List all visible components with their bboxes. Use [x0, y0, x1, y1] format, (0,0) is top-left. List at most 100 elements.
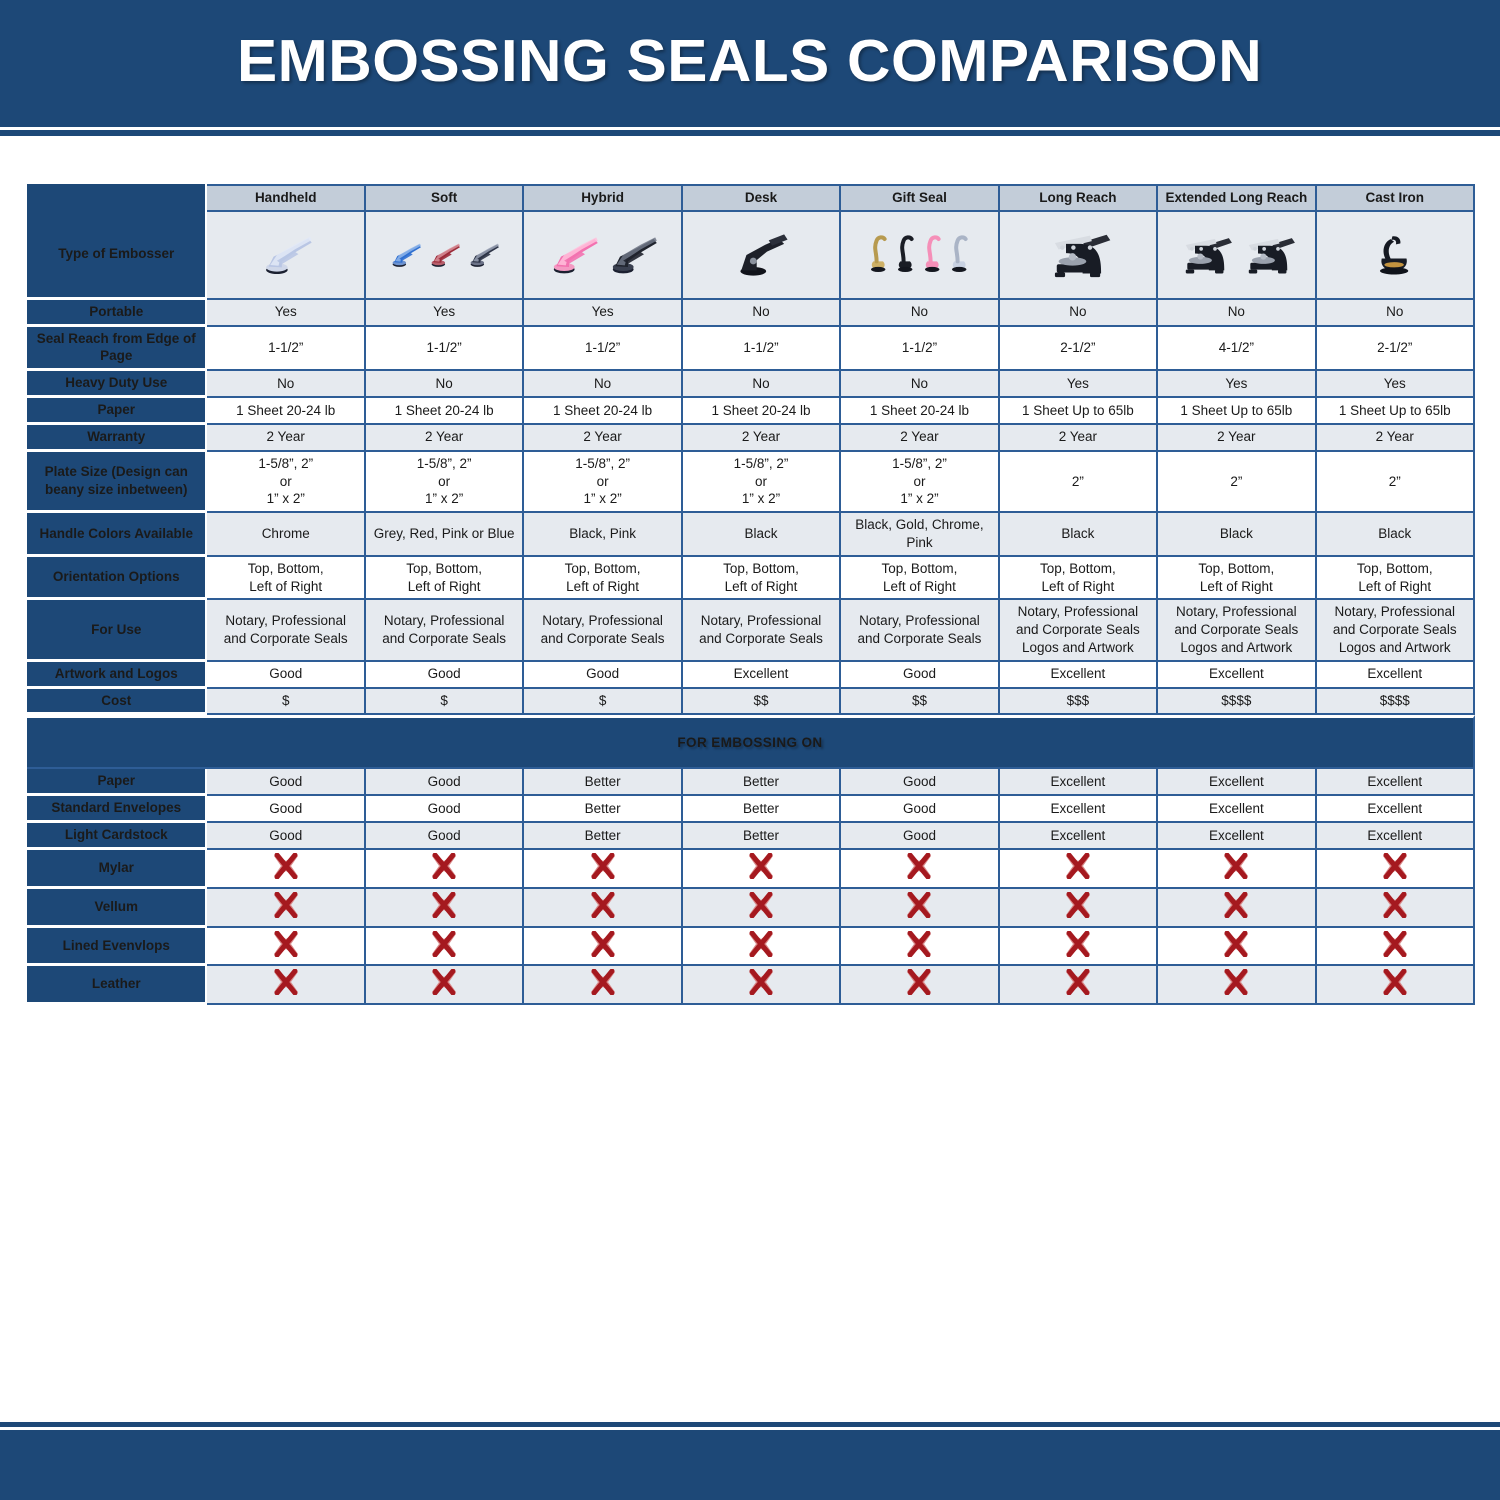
cell-for-use-2: Notary, Professional and Corporate Seals: [524, 600, 683, 662]
cell-seal-reach-from-edge-of-page-1: 1-1/2”: [365, 326, 525, 372]
cell-line: 1 Sheet 20-24 lb: [869, 402, 969, 418]
column-header-cast-iron[interactable]: Cast Iron: [1316, 184, 1475, 212]
not-supported-icon: [431, 969, 457, 996]
cell-line: 1” x 2”: [425, 491, 464, 507]
row-label-cost: Cost: [27, 688, 208, 716]
cell-paper-6: Excellent: [1158, 769, 1317, 797]
page-title: EMBOSSING SEALS COMPARISON: [237, 28, 1263, 94]
column-header-long-reach[interactable]: Long Reach: [999, 184, 1159, 212]
cell-handle-colors-available-0: Chrome: [207, 513, 366, 557]
cell-line: 4-1/2”: [1218, 340, 1254, 356]
cell-line: Notary, Professional: [542, 613, 663, 629]
cell-line: Top, Bottom,: [881, 560, 958, 576]
cell-line: Top, Bottom,: [1198, 560, 1275, 576]
cell-line: $: [281, 693, 290, 709]
cell-line: Black: [1219, 526, 1253, 542]
column-header-extended-long-reach[interactable]: Extended Long Reach: [1158, 184, 1317, 212]
cell-artwork-and-logos-4: Good: [841, 661, 1000, 689]
column-header-soft[interactable]: Soft: [365, 184, 525, 212]
cell-lined-evenvlops-4: [841, 927, 1000, 967]
cell-line: 1-1/2”: [268, 340, 304, 356]
cell-line: 2 Year: [1375, 429, 1414, 445]
cell-cost-4: $$: [841, 688, 1000, 716]
cell-line: $$: [911, 693, 927, 709]
cell-leather-7: [1316, 966, 1475, 1006]
table-row: Paper Good Good Better Better Good Excellent Ex…: [27, 769, 1475, 797]
not-supported-icon: [748, 891, 774, 918]
cell-vellum-3: [682, 888, 842, 928]
column-header-handheld[interactable]: Handheld: [207, 184, 366, 212]
cell-paper-2: Better: [524, 769, 683, 797]
cell-handle-colors-available-2: Black, Pink: [524, 513, 683, 557]
cell-paper-7: 1 Sheet Up to 65lb: [1316, 398, 1475, 425]
cell-lined-evenvlops-7: [1316, 927, 1475, 967]
cell-line: or: [596, 473, 609, 489]
cell-line: 1” x 2”: [266, 491, 305, 507]
column-header-desk[interactable]: Desk: [682, 184, 842, 212]
cell-line: Excellent: [1367, 800, 1423, 816]
cell-seal-reach-from-edge-of-page-4: 1-1/2”: [841, 326, 1000, 372]
not-supported-icon: [1382, 930, 1408, 957]
cell-vellum-7: [1316, 888, 1475, 928]
not-supported-icon: [273, 969, 299, 996]
cell-line: Left of Right: [1041, 578, 1115, 594]
cell-handle-colors-available-4: Black, Gold, Chrome, Pink: [841, 513, 1000, 557]
cell-handle-colors-available-1: Grey, Red, Pink or Blue: [365, 513, 525, 557]
cell-cost-2: $: [524, 688, 683, 716]
column-header-gift-seal[interactable]: Gift Seal: [841, 184, 1000, 212]
cell-plate-size-design-can-beany-size-inbetween-0: 1-5/8”, 2” or 1” x 2”: [207, 451, 366, 514]
not-supported-icon: [906, 852, 932, 879]
cell-paper-5: 1 Sheet Up to 65lb: [999, 398, 1159, 425]
cell-line: Good: [427, 800, 461, 816]
embosser-image-cell: [999, 211, 1159, 300]
cell-line: 1 Sheet Up to 65lb: [1180, 402, 1293, 418]
cell-line: Top, Bottom,: [723, 560, 799, 576]
cell-paper-7: Excellent: [1316, 769, 1475, 797]
cell-line: Excellent: [733, 666, 789, 682]
cell-line: Left of Right: [883, 578, 956, 594]
long-reach-embosser-icon: [1001, 214, 1155, 296]
cell-line: Excellent: [1367, 666, 1423, 682]
top-divider-gap: [0, 127, 1500, 130]
cell-line: and Corporate Seals: [857, 631, 982, 647]
table-row: Type of Embosser: [27, 211, 1475, 300]
cell-line: Top, Bottom,: [247, 560, 324, 576]
cell-line: Notary, Professional: [225, 613, 346, 629]
cell-for-use-6: Notary, Professional and Corporate Seals L…: [1158, 600, 1317, 662]
cell-seal-reach-from-edge-of-page-6: 4-1/2”: [1158, 326, 1317, 372]
cell-seal-reach-from-edge-of-page-0: 1-1/2”: [207, 326, 366, 372]
cell-line: 2 Year: [1058, 429, 1098, 445]
cell-mylar-2: [524, 849, 683, 889]
cell-line: Good: [427, 827, 461, 843]
cell-line: Yes: [1225, 375, 1248, 391]
not-supported-icon: [1382, 969, 1408, 996]
cell-line: $: [598, 693, 607, 709]
cell-cost-7: $$$$: [1316, 688, 1475, 716]
cell-artwork-and-logos-7: Excellent: [1316, 661, 1475, 689]
cell-handle-colors-available-3: Black: [682, 513, 842, 557]
not-supported-icon: [906, 891, 932, 918]
cell-line: Grey, Red, Pink or Blue: [373, 526, 515, 542]
not-supported-icon: [748, 930, 774, 957]
cell-line: Excellent: [1050, 800, 1106, 816]
row-label-handle-colors-available: Handle Colors Available: [27, 513, 208, 557]
cell-orientation-options-2: Top, Bottom, Left of Right: [524, 556, 683, 601]
cell-paper-0: 1 Sheet 20-24 lb: [207, 398, 366, 425]
cell-plate-size-design-can-beany-size-inbetween-3: 1-5/8”, 2” or 1” x 2”: [682, 451, 842, 514]
cell-standard-envelopes-4: Good: [841, 796, 1000, 824]
cell-line: Chrome: [261, 526, 310, 542]
cell-portable-0: Yes: [207, 299, 366, 327]
cell-lined-evenvlops-2: [524, 927, 683, 967]
top-banner: EMBOSSING SEALS COMPARISON: [0, 0, 1500, 122]
cell-line: 1” x 2”: [900, 491, 939, 507]
not-supported-icon: [1223, 930, 1249, 957]
cell-orientation-options-7: Top, Bottom, Left of Right: [1316, 556, 1475, 601]
row-label-orientation-options: Orientation Options: [27, 556, 208, 601]
cell-line: No: [910, 375, 929, 391]
cell-line: Excellent: [1367, 827, 1423, 843]
cell-line: and Corporate Seals: [1015, 622, 1140, 638]
column-header-hybrid[interactable]: Hybrid: [524, 184, 683, 212]
cell-line: Good: [902, 827, 936, 843]
cell-light-cardstock-6: Excellent: [1158, 823, 1317, 850]
cell-line: 1-1/2”: [584, 340, 621, 356]
